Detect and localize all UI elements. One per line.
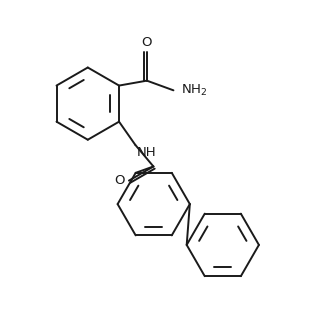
Text: NH$_2$: NH$_2$ [181, 83, 208, 98]
Text: O: O [115, 174, 125, 187]
Text: NH: NH [137, 146, 157, 159]
Text: O: O [142, 35, 152, 49]
